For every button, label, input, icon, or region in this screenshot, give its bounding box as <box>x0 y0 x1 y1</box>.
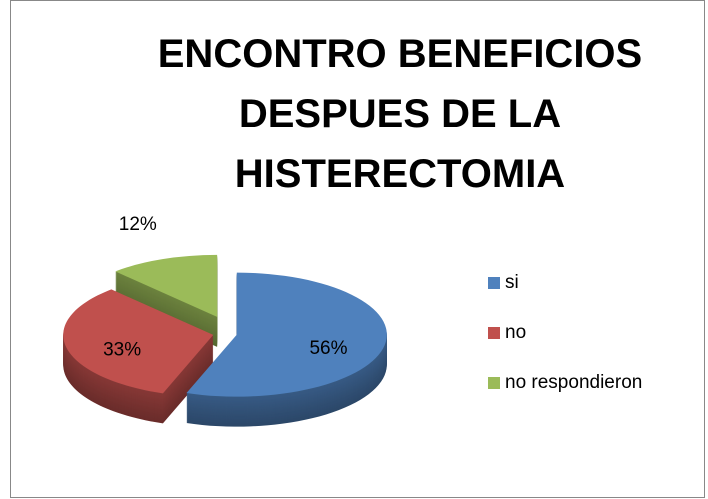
legend-label: no <box>505 322 526 343</box>
data-label: 33% <box>103 340 141 361</box>
data-label: 12% <box>119 214 157 235</box>
legend-swatch <box>488 277 500 289</box>
legend-swatch <box>488 327 500 339</box>
slice <box>115 254 218 317</box>
chart-title: ENCONTRO BENEFICIOS DESPUES DE LA HISTER… <box>157 32 643 196</box>
legend-label: no respondieron <box>505 372 642 393</box>
legend-swatch <box>488 377 500 389</box>
legend-label: si <box>505 272 519 293</box>
data-label: 56% <box>309 338 347 359</box>
slice <box>186 272 387 397</box>
slice <box>63 289 214 394</box>
